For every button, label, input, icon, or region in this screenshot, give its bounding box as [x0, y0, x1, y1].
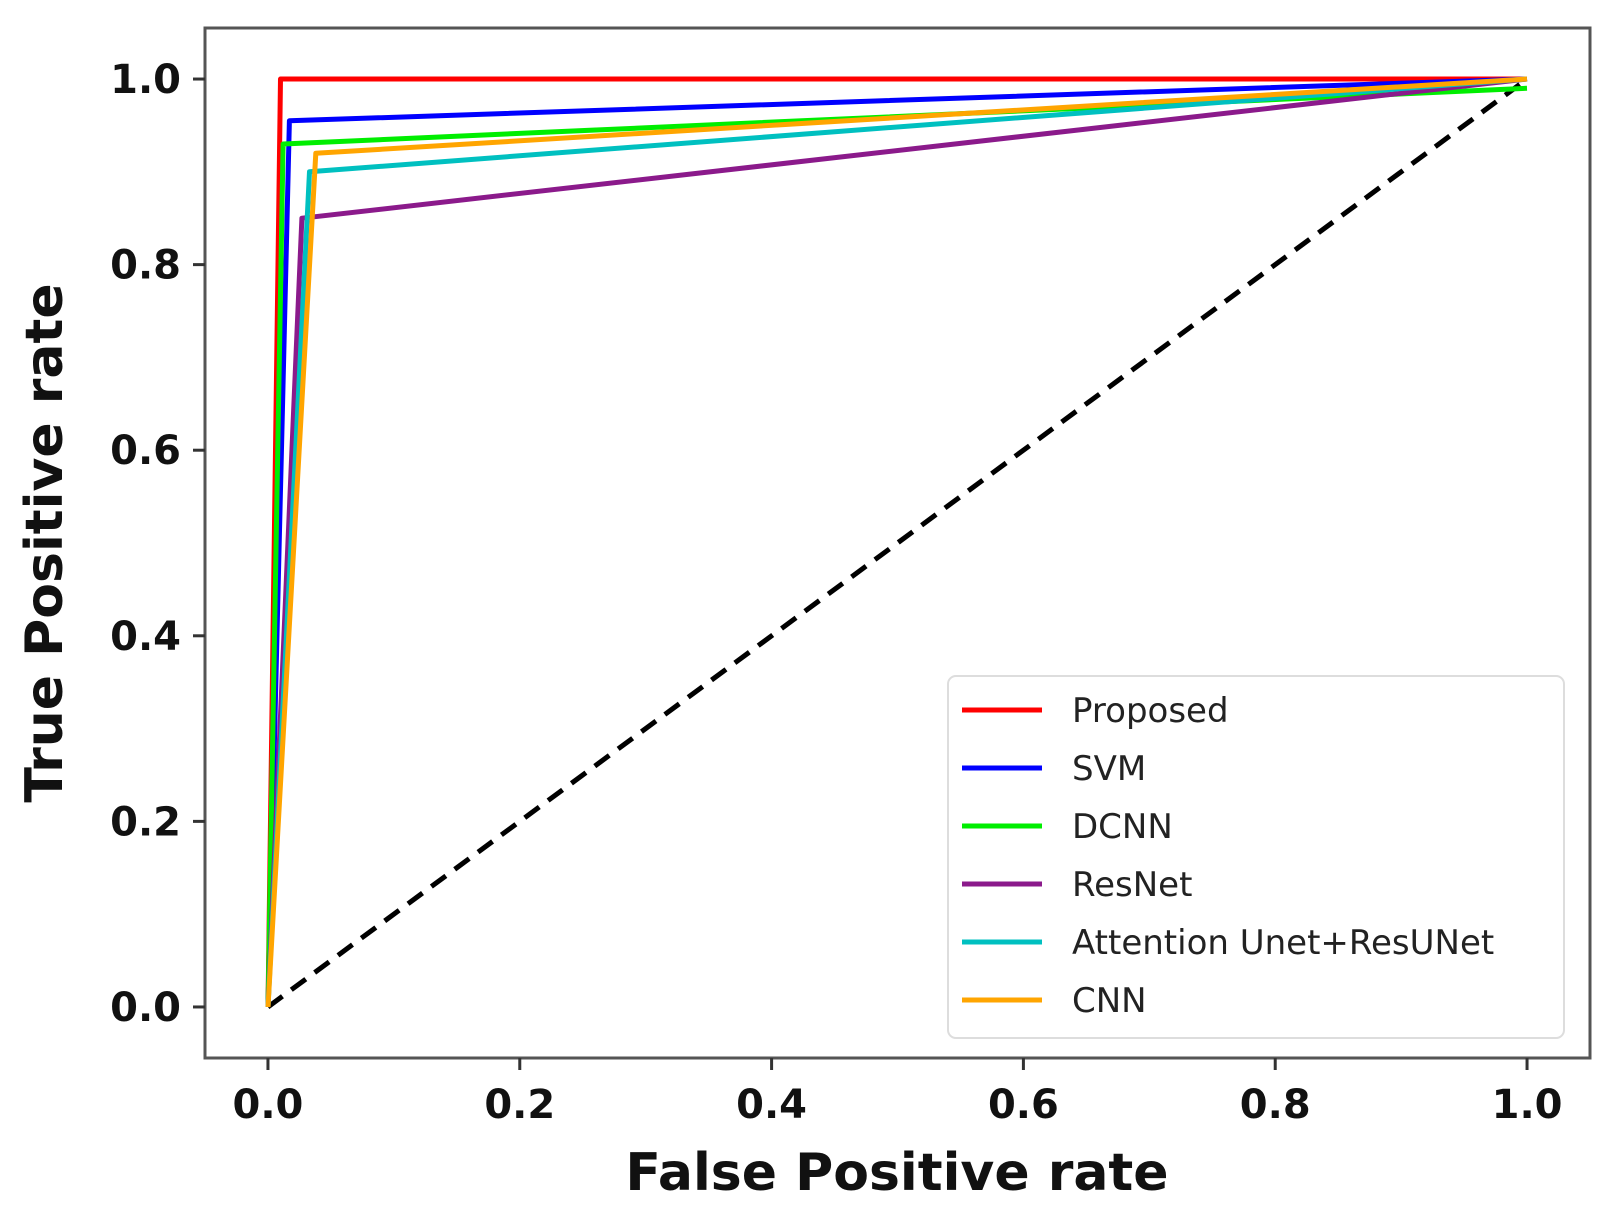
y-tick-label: 0.6 — [110, 428, 181, 474]
y-axis-label: True Positive rate — [15, 283, 75, 802]
legend-box — [947, 675, 1565, 1039]
legend-label-5: CNN — [1072, 981, 1147, 1021]
x-tick-label: 0.2 — [484, 1082, 555, 1128]
x-axis-label: False Positive rate — [625, 1143, 1168, 1203]
y-tick-label: 0.0 — [110, 985, 181, 1031]
x-tick-label: 0.4 — [736, 1082, 807, 1128]
y-tick-label: 0.4 — [110, 614, 181, 660]
legend-label-1: SVM — [1072, 749, 1146, 789]
x-tick-label: 0.0 — [233, 1082, 304, 1128]
legend-label-0: Proposed — [1072, 691, 1229, 731]
x-tick-label: 0.8 — [1240, 1082, 1311, 1128]
legend: Proposed SVM DCNN ResNet Attention Unet+ResU… — [947, 675, 1565, 1039]
y-tick-label: 1.0 — [110, 57, 181, 103]
x-tick-label: 0.6 — [988, 1082, 1059, 1128]
x-axis-ticks: 0.0 0.2 0.4 0.6 0.8 1.0 — [233, 1058, 1563, 1128]
legend-label-4: Attention Unet+ResUNet — [1072, 923, 1494, 963]
series-line-5 — [265, 76, 1528, 1008]
series-lines — [265, 76, 1528, 1008]
y-axis-ticks: 0.0 0.2 0.4 0.6 0.8 1.0 — [110, 57, 205, 1031]
y-tick-label: 0.8 — [110, 243, 181, 289]
legend-label-3: ResNet — [1072, 865, 1192, 905]
legend-label-2: DCNN — [1072, 807, 1173, 847]
y-tick-label: 0.2 — [110, 799, 181, 845]
x-tick-label: 1.0 — [1492, 1082, 1563, 1128]
